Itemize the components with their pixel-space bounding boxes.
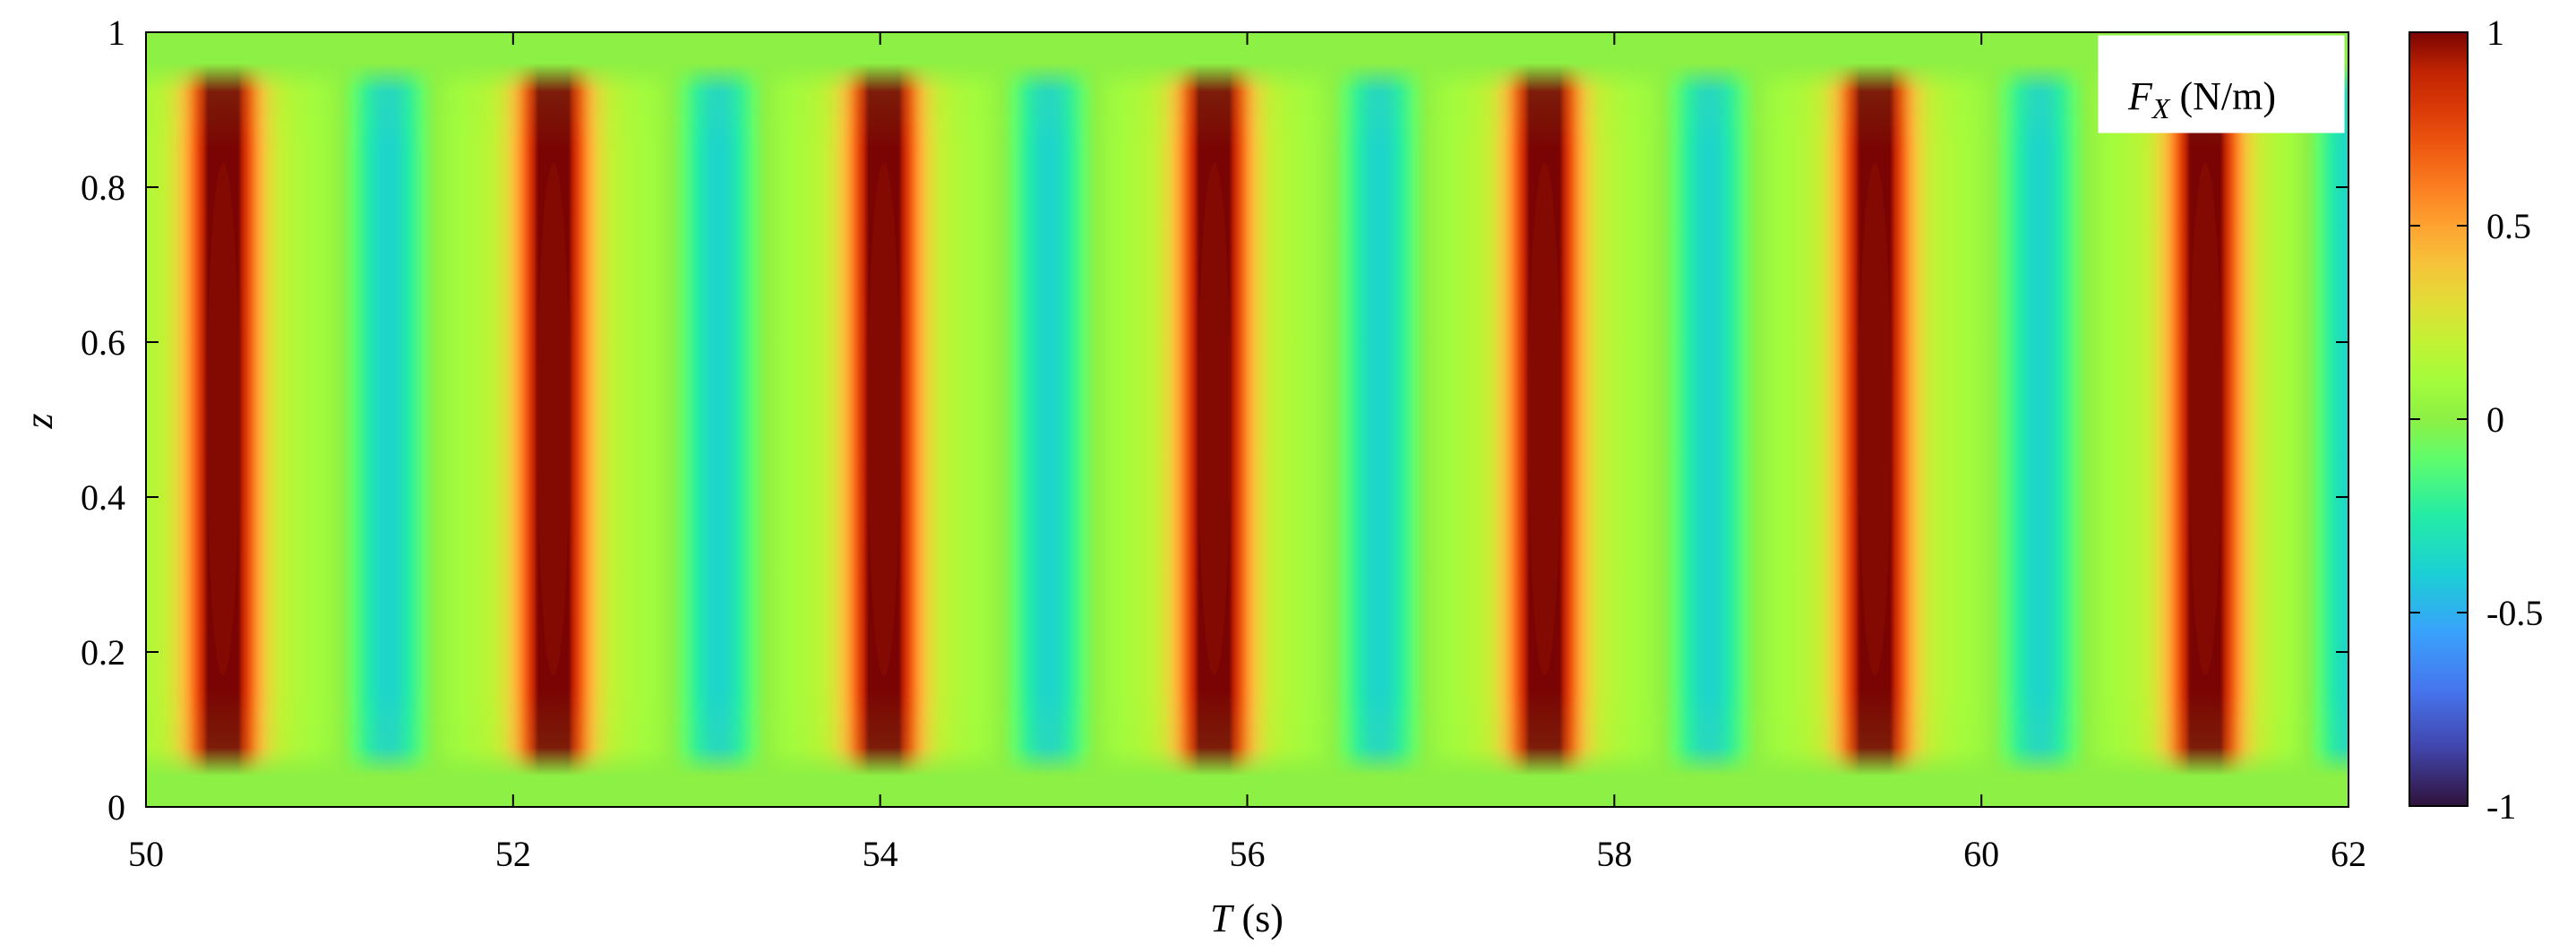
y-tick-label-0: 0 bbox=[107, 787, 125, 828]
x-tick-label-3: 56 bbox=[1230, 834, 1266, 874]
peak-core-6 bbox=[2189, 163, 2222, 676]
plot-area bbox=[145, 31, 2349, 808]
x-tick-label-4: 58 bbox=[1596, 834, 1632, 874]
heatmap-stripes bbox=[146, 63, 2348, 776]
peak-core-4 bbox=[1528, 163, 1561, 676]
peak-core-1 bbox=[537, 163, 570, 676]
x-axis-ticks: 50 52 54 56 58 60 62 bbox=[128, 32, 2366, 874]
y-tick-label-3: 0.6 bbox=[81, 322, 125, 363]
colorbar-tick-label-0: -1 bbox=[2486, 786, 2516, 827]
y-axis-label: z bbox=[17, 413, 61, 429]
y-tick-label-1: 0.2 bbox=[81, 632, 125, 673]
legend-label: FX (N/m) bbox=[2127, 74, 2276, 124]
x-tick-label-6: 62 bbox=[2331, 834, 2366, 874]
y-axis-ticks: 0 0.2 0.4 0.6 0.8 1 bbox=[81, 13, 2348, 828]
y-tick-label-2: 0.4 bbox=[81, 477, 125, 518]
peak-core-0 bbox=[207, 163, 240, 676]
peak-core-3 bbox=[1198, 163, 1231, 676]
legend-box bbox=[2098, 35, 2345, 133]
colorbar-tick-label-4: 1 bbox=[2486, 13, 2504, 53]
x-tick-label-5: 60 bbox=[1963, 834, 1999, 874]
colorbar-tick-label-3: 0.5 bbox=[2486, 206, 2531, 246]
legend: FX (N/m) bbox=[2098, 35, 2345, 133]
colorbar-ticks: -1 -0.5 0 0.5 1 bbox=[2409, 13, 2543, 827]
colorbar: -1 -0.5 0 0.5 1 bbox=[2409, 13, 2543, 827]
peak-core-2 bbox=[867, 163, 900, 676]
x-tick-label-0: 50 bbox=[128, 834, 164, 874]
x-tick-label-1: 52 bbox=[495, 834, 531, 874]
colorbar-tick-label-1: -0.5 bbox=[2486, 593, 2543, 633]
x-tick-label-2: 54 bbox=[863, 834, 898, 874]
y-tick-label-4: 0.8 bbox=[81, 167, 125, 208]
y-tick-label-5: 1 bbox=[107, 13, 125, 53]
colorbar-tick-label-2: 0 bbox=[2486, 399, 2504, 440]
field-band bbox=[146, 63, 2348, 776]
x-axis-label: T (s) bbox=[1210, 896, 1284, 940]
peak-core-5 bbox=[1859, 163, 1892, 676]
